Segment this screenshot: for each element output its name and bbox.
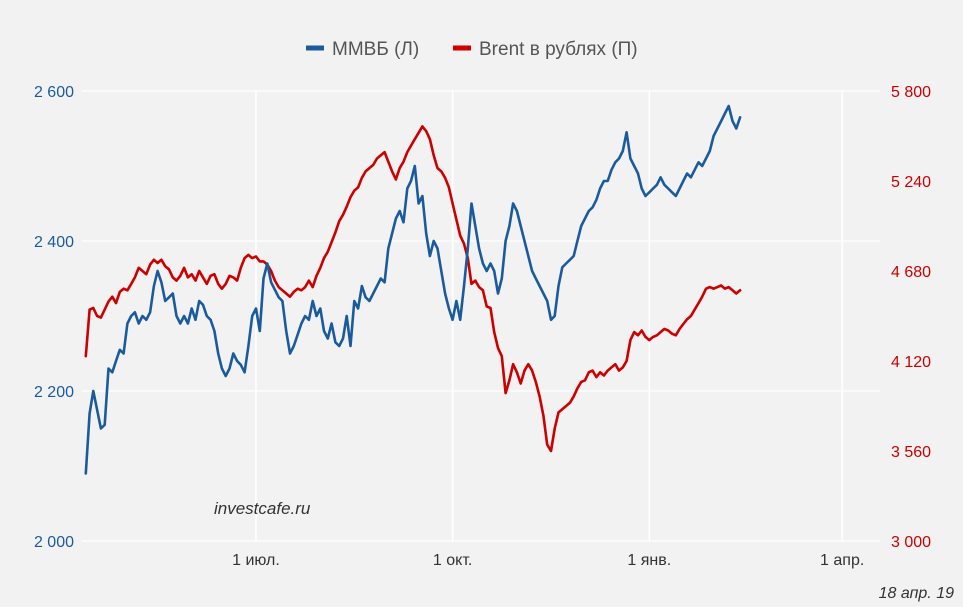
right-axis-tick-label: 3 560 bbox=[891, 444, 931, 461]
x-axis-tick-label: 1 янв. bbox=[627, 552, 671, 569]
right-axis-tick-label: 4 680 bbox=[891, 264, 931, 281]
left-axis-tick-label: 2 400 bbox=[34, 234, 74, 251]
right-axis-tick-label: 3 000 bbox=[891, 534, 931, 551]
left-axis-tick-label: 2 200 bbox=[34, 384, 74, 401]
legend: ММВБ (Л) Brent в рублях (П) bbox=[306, 39, 638, 60]
right-axis-tick-label: 5 800 bbox=[891, 84, 931, 101]
grid bbox=[82, 90, 880, 542]
date-note: 18 апр. 19 bbox=[879, 585, 954, 602]
series-line-mmvb bbox=[84, 104, 742, 475]
left-axis-tick-label: 2 600 bbox=[34, 84, 74, 101]
x-axis-tick-label: 1 апр. bbox=[820, 552, 864, 569]
watermark: investcafe.ru bbox=[214, 499, 311, 518]
series-line-brent-rub bbox=[84, 125, 742, 453]
legend-label-mmvb: ММВБ (Л) bbox=[332, 39, 419, 60]
right-axis-tick-label: 4 120 bbox=[891, 354, 931, 371]
x-axis-tick-label: 1 окт. bbox=[433, 552, 472, 569]
left-axis-tick-label: 2 000 bbox=[34, 534, 74, 551]
right-axis-tick-label: 5 240 bbox=[891, 174, 931, 191]
axis-labels: 2 000 2 200 2 400 2 600 3 000 3 560 4 120 4 680… bbox=[34, 84, 931, 569]
x-axis-tick-label: 1 июл. bbox=[232, 552, 280, 569]
legend-label-brent: Brent в рублях (П) bbox=[479, 39, 638, 60]
series-layer bbox=[84, 104, 742, 475]
